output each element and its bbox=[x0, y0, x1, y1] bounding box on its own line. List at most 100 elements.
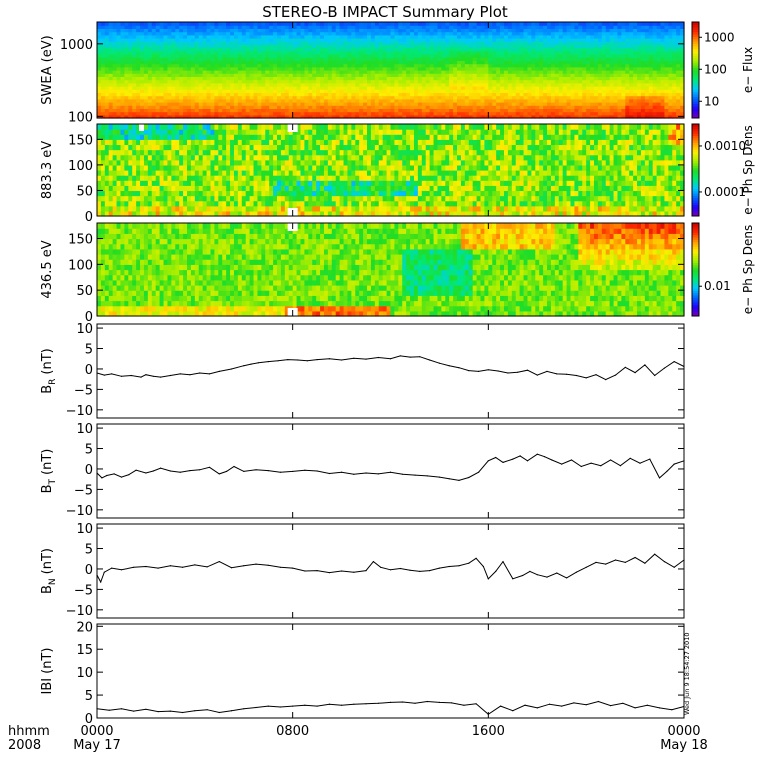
data-point bbox=[135, 469, 137, 471]
data-point bbox=[487, 369, 489, 371]
data-point bbox=[106, 474, 108, 477]
y-tick-label: 5 bbox=[85, 689, 93, 704]
plot-title: STEREO-B IMPACT Summary Plot bbox=[262, 3, 508, 21]
y-tick-label: 0 bbox=[85, 463, 93, 478]
data-point bbox=[279, 471, 281, 473]
series-line-n bbox=[96, 553, 685, 584]
data-point bbox=[145, 708, 147, 710]
data-point bbox=[377, 702, 379, 704]
series-line-t bbox=[96, 453, 685, 481]
data-point bbox=[585, 566, 587, 568]
y-tick-label: −10 bbox=[66, 504, 93, 519]
y-axis-label: 436.5 eV bbox=[40, 240, 55, 298]
data-point bbox=[507, 372, 509, 374]
colorbar-swatch bbox=[692, 183, 699, 187]
data-point bbox=[133, 710, 135, 712]
data-point bbox=[111, 567, 113, 569]
colorbar-tick-label: 0.01 bbox=[704, 279, 731, 293]
data-point bbox=[199, 469, 201, 471]
data-point bbox=[451, 702, 453, 704]
data-point bbox=[169, 374, 171, 377]
data-point bbox=[157, 711, 159, 713]
colorbar-swatch bbox=[692, 276, 699, 280]
y-axis-label: BR (nT) bbox=[40, 348, 58, 394]
data-point bbox=[614, 374, 617, 376]
data-point bbox=[536, 453, 538, 455]
y-tick-label: −5 bbox=[74, 483, 93, 498]
x-tick-label: 0800 bbox=[276, 724, 309, 739]
colorbar-swatch bbox=[692, 24, 699, 28]
data-point bbox=[634, 556, 636, 559]
colorbar-swatch bbox=[692, 79, 699, 83]
colorbar-swatch bbox=[692, 281, 699, 284]
y-axis-label-text: BT (nT) bbox=[40, 449, 58, 494]
data-point bbox=[536, 374, 538, 376]
colorbar-swatch bbox=[692, 41, 699, 45]
data-point bbox=[140, 376, 142, 378]
panel-frame bbox=[96, 623, 685, 719]
data-point bbox=[304, 704, 306, 706]
colorbar-swatch bbox=[692, 43, 699, 47]
data-point bbox=[189, 470, 191, 472]
y-tick-label: 10 bbox=[76, 522, 93, 537]
colorbar-swatch bbox=[692, 309, 699, 312]
data-point bbox=[658, 477, 661, 479]
data-point bbox=[605, 379, 607, 381]
data-point bbox=[468, 562, 470, 564]
x-tick-label: 0000 bbox=[80, 724, 113, 739]
y-tick-label: 5 bbox=[85, 543, 93, 558]
data-point bbox=[328, 358, 330, 360]
colorbar-title: e− Flux bbox=[741, 47, 755, 93]
data-point bbox=[610, 705, 612, 707]
data-point bbox=[111, 373, 113, 375]
data-point bbox=[556, 373, 558, 375]
data-point bbox=[377, 356, 379, 359]
data-point bbox=[292, 705, 294, 707]
data-point bbox=[341, 359, 343, 361]
colorbar-tick-label: 100 bbox=[704, 62, 727, 76]
colorbar-swatch bbox=[692, 227, 699, 231]
data-point bbox=[243, 565, 245, 567]
data-point bbox=[478, 370, 480, 372]
y-axis-label-text: 883.3 eV bbox=[40, 141, 55, 199]
colorbar-swatch bbox=[692, 65, 699, 69]
colorbar-swatch bbox=[692, 144, 699, 148]
y-axis-label: IBI (nT) bbox=[40, 648, 55, 695]
colorbar-swatch bbox=[692, 106, 699, 109]
data-point bbox=[287, 359, 289, 361]
colorbar-swatch bbox=[692, 167, 699, 171]
y-axis-label-text: SWEA (eV) bbox=[40, 35, 55, 104]
magnetometer-layer bbox=[96, 355, 685, 715]
data-point bbox=[458, 479, 460, 481]
colorbar-swatch bbox=[692, 271, 699, 275]
data-point bbox=[551, 459, 553, 461]
timestamp: Wed Jun 9 18:54:27 2010 bbox=[683, 633, 691, 715]
data-point bbox=[399, 355, 401, 357]
y-axis-label-unit: (nT) bbox=[40, 449, 55, 475]
data-point bbox=[377, 473, 379, 475]
colorbar-swatch bbox=[692, 243, 699, 247]
data-point bbox=[128, 474, 130, 476]
data-point bbox=[328, 572, 330, 574]
data-point bbox=[468, 476, 470, 479]
data-point bbox=[573, 702, 575, 704]
data-point bbox=[544, 456, 546, 458]
data-point bbox=[304, 570, 306, 572]
data-point bbox=[255, 563, 257, 565]
y-tick-label: −5 bbox=[74, 583, 93, 598]
colorbar-swatch bbox=[692, 260, 699, 264]
colorbar-title: e− Ph Sp Dens bbox=[741, 225, 755, 314]
data-point bbox=[152, 375, 154, 377]
data-point bbox=[353, 473, 355, 475]
data-point bbox=[328, 472, 330, 475]
colorbar-swatch bbox=[692, 126, 699, 130]
panel-frame bbox=[96, 123, 685, 217]
data-point bbox=[103, 374, 105, 376]
data-point bbox=[108, 709, 110, 711]
colorbar-swatch bbox=[692, 133, 699, 136]
colorbar-swatch bbox=[692, 313, 699, 317]
colorbar-swatch bbox=[692, 38, 699, 42]
colorbar-swatch bbox=[692, 255, 699, 259]
y-tick-label: 10 bbox=[76, 422, 93, 437]
data-point bbox=[634, 372, 636, 374]
